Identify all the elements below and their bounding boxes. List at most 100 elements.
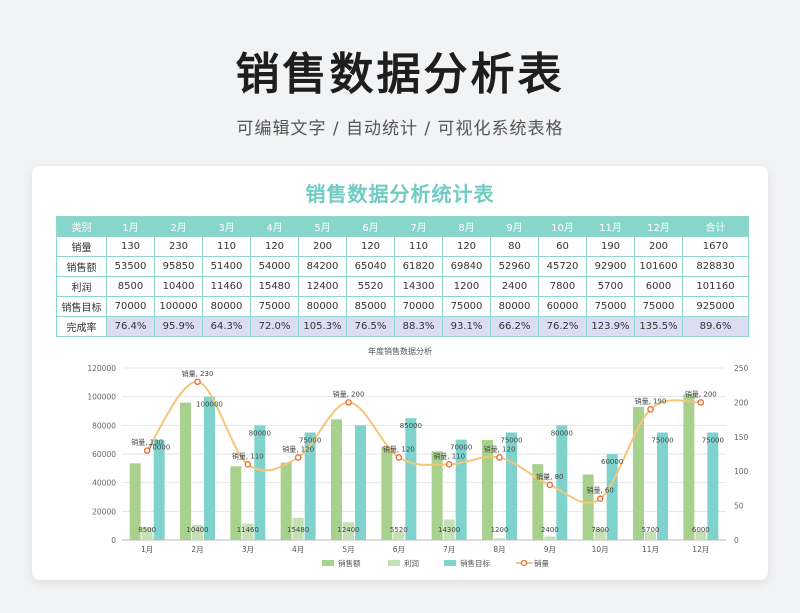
x-tick-label: 6月: [393, 545, 405, 554]
sales-volume-label: 销量, 110: [433, 451, 465, 460]
target-data-label: 80000: [249, 429, 271, 437]
bar-利润: [141, 527, 153, 540]
table-row-label: 销售额: [56, 256, 107, 277]
profit-data-label: 8500: [138, 526, 156, 534]
sales-volume-label: 销量, 200: [685, 389, 717, 398]
table-header-cell: 2月: [154, 216, 203, 237]
table-cell: 70000: [394, 296, 443, 317]
y-left-tick-label: 20000: [92, 507, 116, 516]
target-data-label: 75000: [651, 437, 673, 445]
table-cell: 75000: [586, 296, 635, 317]
bar-销售额: [532, 464, 544, 540]
table-header-row: 类别 1月 2月 3月 4月 5月 6月 7月 8月 9月 10月 11月 12月 合计: [56, 216, 749, 237]
table-cell: 52960: [490, 256, 539, 277]
table-row-label: 利润: [56, 276, 107, 297]
x-tick-label: 1月: [141, 545, 153, 554]
table-cell: 1200: [442, 276, 491, 297]
bar-销售目标: [556, 425, 568, 540]
sales-volume-point: [647, 405, 654, 413]
bar-销售额: [431, 451, 443, 540]
sales-volume-point: [596, 495, 604, 503]
x-tick-label: 5月: [342, 545, 354, 554]
bar-销售额: [180, 402, 191, 540]
legend-swatch-marker: [520, 559, 528, 567]
sales-volume-point: [244, 461, 252, 468]
bar-利润: [343, 522, 354, 540]
report-card: 销售数据分析统计表 类别 1月 2月 3月 4月 5月 6月 7月 8月 9月 10月 11月 12月合…: [32, 166, 768, 580]
sales-volume-label: 销量, 200: [333, 389, 365, 398]
table-header-cell: 11月: [586, 216, 635, 237]
table-header-cell: 10月: [538, 216, 587, 237]
bar-销售目标: [153, 439, 165, 540]
profit-data-label: 15480: [287, 526, 309, 534]
table-cell: 51400: [202, 256, 251, 277]
bar-销售额: [280, 462, 292, 540]
table-cell: 76.4%: [106, 316, 155, 337]
target-data-label: 85000: [400, 422, 422, 430]
table-cell: 12400: [298, 276, 347, 297]
sales-volume-point: [345, 399, 352, 406]
table-cell: 95.9%: [154, 316, 203, 337]
hero-title: 销售数据分析表: [235, 49, 565, 100]
bar-销售目标: [204, 396, 215, 540]
table-row: 完成率 76.4% 95.9% 64.3% 72.0% 105.3% 76.5% 88.3% 9…: [56, 316, 749, 337]
card-title: 销售数据分析统计表: [305, 182, 495, 206]
bar-销售额: [381, 446, 393, 540]
chart-title: 年度销售数据分析: [368, 346, 432, 356]
table-header-cell: 8月: [442, 216, 491, 237]
sales-volume-point: [294, 454, 302, 461]
bar-销售额: [331, 419, 342, 540]
table-row-label: 完成率: [56, 316, 107, 337]
table-cell: 7800: [538, 276, 587, 297]
table-cell: 53500: [106, 256, 155, 277]
table-cell: 66.2%: [490, 316, 539, 337]
table-cell: 120: [250, 236, 299, 257]
profit-data-label: 2400: [541, 526, 559, 534]
table-cell: 15480: [250, 276, 299, 297]
table-row: 销量 130 230 110 120 200 120 110 120 80 60 190 200 1670: [56, 236, 749, 257]
table-cell: 95850: [154, 256, 203, 277]
table-row: 销售额 53500 95850 51400 54000 84200 65040 61820 69…: [56, 256, 749, 277]
x-tick-label: 8月: [493, 545, 505, 554]
y-left-tick-label: 40000: [92, 479, 116, 488]
target-data-label: 60000: [601, 458, 623, 466]
bar-利润: [494, 538, 505, 540]
y-left-tick-label: 100000: [87, 393, 116, 402]
bar-销售额: [230, 466, 242, 540]
target-data-label: 75000: [299, 437, 321, 445]
y-left-tick-label: 120000: [87, 364, 116, 373]
target-data-label: 70000: [450, 444, 472, 452]
bar-销售额: [129, 463, 141, 540]
table-cell: 75000: [442, 296, 491, 317]
sales-volume-label: 销量, 120: [484, 444, 516, 453]
table-cell: 200: [298, 236, 347, 257]
table-cell: 80000: [490, 296, 539, 317]
bar-销售额: [633, 406, 644, 540]
x-tick-label: 7月: [443, 545, 455, 554]
hero-subtitle: 可编辑文字 / 自动统计 / 可视化系统表格: [236, 119, 564, 139]
sales-volume-point: [194, 378, 201, 386]
x-tick-label: 11月: [642, 545, 659, 554]
table-cell: 72.0%: [250, 316, 299, 337]
sales-volume-label: 销量, 80: [536, 472, 563, 481]
table-cell: 101600: [634, 256, 683, 277]
table-cell: 130: [106, 236, 155, 257]
y-right-tick-label: 100: [734, 467, 749, 476]
bars: [129, 394, 719, 540]
bar-销售目标: [304, 432, 316, 540]
table-cell: 64.3%: [202, 316, 251, 337]
table-cell: 92900: [586, 256, 635, 277]
table-cell: 14300: [394, 276, 443, 297]
table-header-category: 类别: [56, 216, 107, 237]
x-tick-label: 12月: [692, 545, 709, 554]
table-cell: 110: [394, 236, 443, 257]
table-row: 利润 8500 10400 11460 15480 12400 5520 14300 1200 2…: [56, 276, 749, 297]
table-header-cell: 12月: [634, 216, 683, 237]
table-cell: 2400: [490, 276, 539, 297]
table-cell: 120: [442, 236, 491, 257]
table-row: 销售目标 70000 100000 80000 75000 80000 85000 70000…: [56, 296, 749, 317]
table-row-label: 销量: [56, 236, 107, 257]
profit-data-label: 7800: [591, 526, 609, 534]
profit-data-label: 6000: [692, 526, 710, 534]
table-header-cell: 6月: [346, 216, 395, 237]
